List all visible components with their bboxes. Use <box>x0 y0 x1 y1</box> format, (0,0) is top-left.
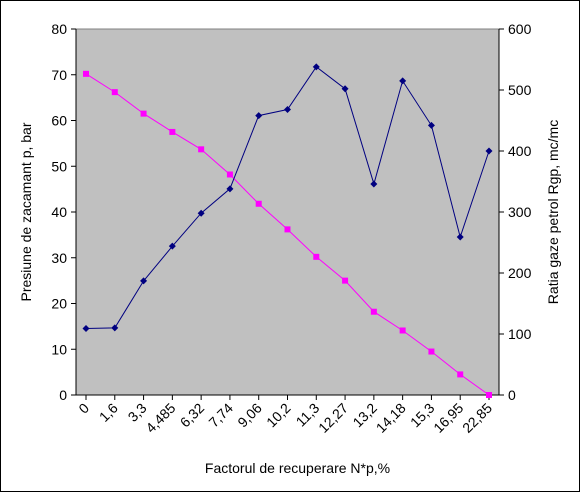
series-2-point <box>197 209 205 217</box>
series-1-point <box>486 392 492 398</box>
series-2-point <box>370 180 378 188</box>
y2-tick-label: 500 <box>508 82 532 98</box>
y2-tick-label: 200 <box>508 265 532 281</box>
axes <box>71 28 504 400</box>
y-tick-label: 80 <box>51 21 67 37</box>
y2-axis-title: Ratia gaze petrol Rgp, mc/mc <box>545 120 561 304</box>
series-2-point <box>485 147 493 155</box>
series-1-point <box>140 110 147 117</box>
series-2-point <box>168 242 176 250</box>
x-axis-title: Factorul de recuperare N*p,% <box>205 460 390 476</box>
series-2-point <box>456 233 464 241</box>
series-1-point <box>226 171 233 178</box>
y-tick-label: 70 <box>51 67 67 83</box>
x-tick-label: 0 <box>75 400 92 417</box>
series-2-point <box>427 121 435 129</box>
series-1-point <box>83 70 89 77</box>
y-tick-label: 10 <box>51 341 67 357</box>
series-2-point <box>111 324 119 332</box>
series-1-point <box>198 146 205 153</box>
x-tick-label: 1,6 <box>96 400 121 425</box>
series-layer <box>82 63 493 398</box>
series-1-point <box>457 371 464 378</box>
x-tick-label: 22,85 <box>459 400 495 436</box>
series-1-point <box>370 308 377 315</box>
series-2-point <box>255 112 263 120</box>
series-1-point <box>169 128 176 135</box>
y-tick-label: 0 <box>59 387 67 403</box>
series-1-point <box>255 200 262 207</box>
y2-tick-label: 600 <box>508 21 532 37</box>
series-2-point <box>284 106 291 114</box>
y2-tick-label: 300 <box>508 204 532 220</box>
series-1-point <box>284 226 291 233</box>
y2-tick-label: 400 <box>508 143 532 159</box>
y-tick-label: 30 <box>51 250 67 266</box>
x-tick-label: 4,485 <box>142 400 178 436</box>
series-1-point <box>428 348 435 355</box>
x-tick-label: 12,27 <box>315 400 351 436</box>
series-2-point <box>140 277 148 285</box>
series-1-point <box>399 327 406 334</box>
y-tick-label: 50 <box>51 158 67 174</box>
series-2-point <box>226 185 234 193</box>
series-2-point <box>82 325 90 333</box>
x-tick-label: 9,06 <box>234 400 265 431</box>
x-tick-label: 7,74 <box>205 400 236 431</box>
y-tick-label: 60 <box>51 113 67 129</box>
series-1-point <box>313 253 320 260</box>
plot-area <box>75 28 500 396</box>
y-tick-label: 40 <box>51 204 67 220</box>
x-tick-label: 10,2 <box>263 400 294 431</box>
series-2-point <box>312 63 320 71</box>
series-1-point <box>342 277 349 284</box>
y2-tick-label: 0 <box>508 387 516 403</box>
x-tick-label: 14,18 <box>373 400 409 436</box>
series-1-point <box>111 89 118 96</box>
y2-tick-label: 100 <box>508 326 532 342</box>
series-2-point <box>341 85 349 93</box>
y-tick-label: 20 <box>51 296 67 312</box>
x-tick-label: 6,32 <box>177 400 208 431</box>
series-2-point <box>399 77 407 85</box>
y-axis-title: Presiune de zacamant p, bar <box>18 122 34 301</box>
x-tick-label: 16,95 <box>430 400 466 436</box>
